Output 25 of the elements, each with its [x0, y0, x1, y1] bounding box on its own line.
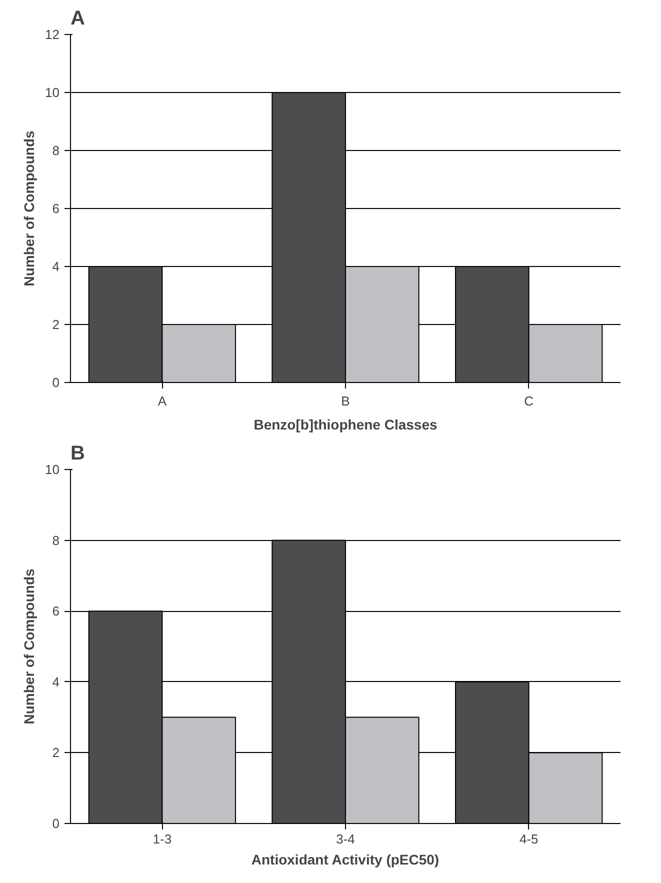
y-tick-label: 4	[52, 674, 60, 690]
y-tick-label: 2	[52, 745, 60, 760]
x-axis-title: Benzo[b]thiophene Classes	[254, 416, 438, 432]
x-tick-label: 3-4	[336, 832, 355, 846]
y-axis-title: Number of Compounds	[21, 568, 38, 724]
x-tick-label: 4-5	[519, 832, 538, 846]
x-axis-title: Antioxidant Activity (pEC50)	[251, 852, 440, 868]
y-tick-label: 12	[45, 27, 60, 42]
x-tick-label: C	[524, 394, 534, 408]
y-tick-label: 6	[52, 604, 60, 619]
y-tick-label: 10	[45, 85, 60, 100]
y-tick-label: 8	[52, 143, 60, 158]
y-tick-label: 4	[52, 259, 60, 274]
chart-title: B	[70, 442, 85, 464]
chart-title: A	[70, 8, 85, 30]
y-axis-title: Number of Compounds	[21, 130, 38, 286]
x-tick-label: 1-3	[152, 832, 172, 846]
x-tick-label: A	[158, 394, 167, 408]
y-tick-label: 8	[52, 532, 60, 548]
y-tick-label: 2	[52, 317, 60, 332]
y-tick-label: 0	[52, 816, 60, 831]
y-tick-label: 10	[45, 462, 60, 477]
y-tick-label: 6	[52, 201, 60, 216]
x-tick-label: B	[341, 394, 350, 408]
y-tick-label: 0	[52, 375, 60, 390]
